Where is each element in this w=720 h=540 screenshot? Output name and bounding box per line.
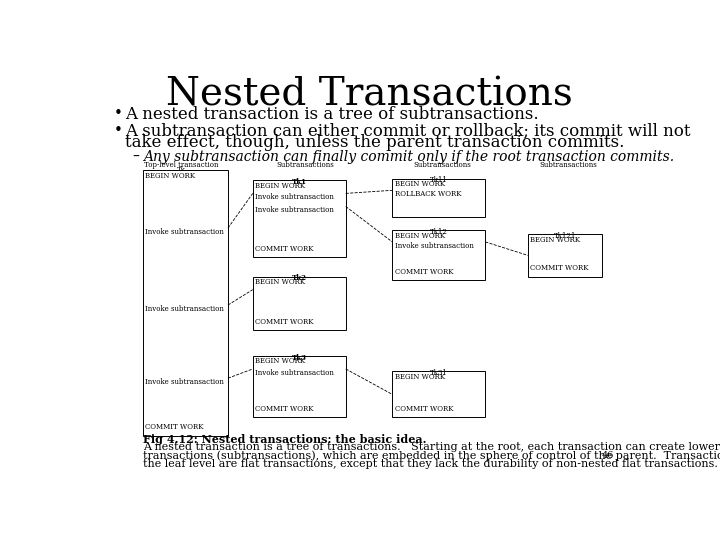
Text: Tk121: Tk121: [554, 232, 576, 240]
Text: COMMIT WORK: COMMIT WORK: [255, 405, 314, 413]
Text: COMMIT WORK: COMMIT WORK: [145, 423, 204, 431]
Text: •: •: [113, 106, 122, 120]
Bar: [392, 231, 485, 280]
Bar: [253, 180, 346, 257]
Bar: [528, 234, 601, 276]
Text: BEGIN WORK: BEGIN WORK: [395, 180, 445, 188]
Text: A nested transaction is a tree of subtransactions.: A nested transaction is a tree of subtra…: [125, 106, 539, 123]
Text: COMMIT WORK: COMMIT WORK: [395, 405, 453, 413]
Text: Tk2: Tk2: [292, 274, 307, 282]
Text: COMMIT WORK: COMMIT WORK: [530, 264, 589, 272]
Text: Top-level transaction: Top-level transaction: [144, 161, 219, 169]
Text: BEGIN WORK: BEGIN WORK: [145, 172, 195, 180]
Text: COMMIT WORK: COMMIT WORK: [395, 268, 453, 276]
Text: Fig 4.12: Nested transactions: the basic idea.: Fig 4.12: Nested transactions: the basic…: [143, 434, 426, 444]
Text: •: •: [113, 123, 122, 138]
Text: COMMIT WORK: COMMIT WORK: [255, 245, 314, 253]
Text: Subtransactions: Subtransactions: [414, 161, 472, 169]
Text: Invoke subtransaction: Invoke subtransaction: [255, 206, 334, 214]
Text: Invoke subtransaction: Invoke subtransaction: [395, 242, 474, 250]
Text: BEGIN WORK: BEGIN WORK: [255, 182, 305, 190]
Text: the leaf level are flat transactions, except that they lack the durability of no: the leaf level are flat transactions, ex…: [143, 459, 718, 469]
Text: Invoke subtransaction: Invoke subtransaction: [145, 305, 224, 313]
Text: BEGIN WORK: BEGIN WORK: [530, 236, 580, 244]
Text: Tk1: Tk1: [292, 178, 307, 186]
Text: Any subtransaction can finally commit only if the root transaction commits.: Any subtransaction can finally commit on…: [143, 150, 674, 164]
Text: A nested transaction is a tree of transactions.   Starting at the root, each tra: A nested transaction is a tree of transa…: [143, 442, 720, 452]
Text: Nested Transactions: Nested Transactions: [166, 76, 572, 113]
Text: Subtransactions: Subtransactions: [276, 161, 334, 169]
Text: Invoke subtransaction: Invoke subtransaction: [145, 378, 224, 386]
Text: A subtransaction can either commit or rollback; its commit will not: A subtransaction can either commit or ro…: [125, 123, 690, 139]
Text: Invoke subtransaction: Invoke subtransaction: [255, 369, 334, 377]
Text: BEGIN WORK: BEGIN WORK: [395, 232, 445, 240]
Text: ROLLBACK WORK: ROLLBACK WORK: [395, 190, 461, 198]
Text: Invoke subtransaction: Invoke subtransaction: [145, 228, 224, 236]
Text: BEGIN WORK: BEGIN WORK: [395, 373, 445, 381]
Bar: [143, 170, 228, 436]
Bar: [253, 276, 346, 330]
Text: Tk3: Tk3: [292, 354, 307, 362]
Text: COMMIT WORK: COMMIT WORK: [255, 318, 314, 326]
Bar: [392, 179, 485, 217]
Text: Invoke subtransaction: Invoke subtransaction: [255, 193, 334, 201]
Text: 46: 46: [601, 450, 614, 460]
Text: BEGIN WORK: BEGIN WORK: [255, 278, 305, 286]
Text: –: –: [132, 150, 140, 164]
Text: BEGIN WORK: BEGIN WORK: [255, 357, 305, 366]
Text: Subtransactions: Subtransactions: [539, 161, 597, 169]
Text: Tk31: Tk31: [430, 369, 448, 377]
Bar: [253, 356, 346, 417]
Text: Tk: Tk: [177, 166, 186, 174]
Text: take effect, though, unless the parent transaction commits.: take effect, though, unless the parent t…: [125, 134, 624, 151]
Text: Tk12: Tk12: [430, 228, 448, 236]
Text: Tk11: Tk11: [430, 177, 448, 185]
Bar: [392, 372, 485, 417]
Text: transactions (subtransactions), which are embedded in the sphere of control of t: transactions (subtransactions), which ar…: [143, 450, 720, 461]
